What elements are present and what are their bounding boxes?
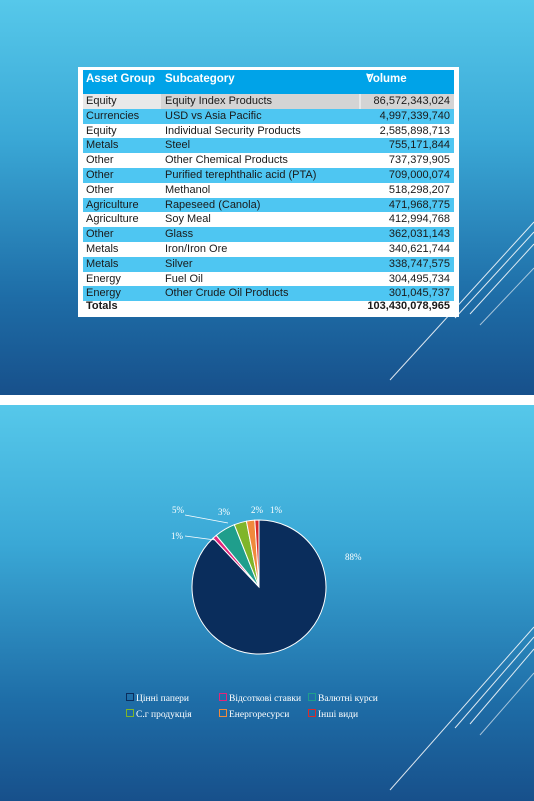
cell-asset-group: Other	[86, 168, 114, 181]
sort-desc-icon[interactable]: ▼	[366, 73, 373, 80]
volume-table: Asset Group Subcategory Volume ▼ Equity E…	[78, 67, 459, 317]
totals-label: Totals	[86, 300, 118, 312]
header-volume[interactable]: Volume	[366, 73, 407, 85]
table-row[interactable]: Energy Fuel Oil 304,495,734	[83, 272, 454, 287]
legend-swatch	[126, 709, 134, 717]
cell-asset-group: Energy	[86, 287, 121, 300]
cell-volume: 412,994,768	[388, 213, 450, 226]
cell-subcategory: Other Chemical Products	[165, 154, 288, 167]
pie-chart: 88% 1% 5% 3% 2% 1%	[171, 505, 362, 655]
cell-subcategory: Iron/Iron Ore	[165, 242, 228, 255]
cell-volume: 709,000,074	[388, 168, 450, 181]
decorative-lines	[389, 626, 534, 791]
cell-asset-group: Agriculture	[86, 213, 139, 226]
cell-volume: 340,621,744	[388, 242, 450, 255]
cell-volume: 755,171,844	[388, 139, 450, 152]
cell-subcategory: Purified terephthalic acid (PTA)	[165, 168, 317, 181]
pie-data-label: 88%	[345, 552, 362, 562]
table-body: Equity Equity Index Products 86,572,343,02…	[83, 94, 454, 302]
cell-subcategory: USD vs Asia Pacific	[165, 109, 262, 122]
table-header: Asset Group Subcategory Volume ▼	[83, 70, 454, 94]
legend-label: Енергоресурси	[229, 710, 290, 720]
legend-item[interactable]: Валютні курси	[308, 693, 378, 704]
table-row[interactable]: Currencies USD vs Asia Pacific 4,997,339,7…	[83, 108, 454, 124]
cell-asset-group: Other	[86, 228, 114, 241]
cell-volume: 338,747,575	[388, 257, 450, 270]
pie-data-label: 1%	[171, 531, 184, 541]
pie-data-label: 3%	[218, 507, 231, 517]
table-row[interactable]: Agriculture Rapeseed (Canola) 471,968,775	[83, 197, 454, 213]
legend-item[interactable]: Енергоресурси	[219, 709, 289, 720]
table-row[interactable]: Equity Equity Index Products 86,572,343,02…	[83, 94, 454, 109]
cell-volume: 737,379,905	[388, 154, 450, 167]
legend-swatch	[308, 693, 316, 701]
legend-item[interactable]: С.г продукція	[126, 709, 192, 720]
decorative-lines	[389, 221, 534, 381]
table-row[interactable]: Equity Individual Security Products 2,585,…	[83, 124, 454, 139]
legend-item[interactable]: Інші види	[308, 709, 358, 720]
cell-asset-group: Agriculture	[86, 198, 139, 211]
cell-subcategory: Glass	[165, 228, 194, 241]
cell-asset-group: Equity	[86, 95, 117, 107]
cell-asset-group: Other	[86, 154, 114, 167]
legend-label: Валютні курси	[318, 694, 378, 704]
legend-item[interactable]: Відсоткові ставки	[219, 693, 301, 704]
legend-label: Відсоткові ставки	[229, 694, 302, 704]
totals-volume: 103,430,078,965	[367, 300, 450, 312]
table-row[interactable]: Metals Silver 338,747,575	[83, 256, 454, 272]
table-row[interactable]: Other Other Chemical Products 737,379,905	[83, 153, 454, 168]
table-row[interactable]: Metals Iron/Iron Ore 340,621,744	[83, 242, 454, 257]
cell-volume: 4,997,339,740	[379, 109, 450, 122]
legend-item[interactable]: Цінні папери	[126, 693, 189, 704]
pie-slice[interactable]	[254, 519, 260, 588]
legend-label: Інші види	[318, 710, 359, 720]
table-totals-row: Totals 103,430,078,965	[83, 300, 454, 314]
cell-volume: 304,495,734	[388, 272, 450, 285]
cell-asset-group: Energy	[86, 272, 121, 285]
label-leader-line	[184, 535, 216, 541]
label-leader-line	[184, 514, 229, 524]
cell-subcategory: Steel	[165, 139, 191, 152]
cell-asset-group: Metals	[86, 242, 119, 255]
cell-asset-group: Equity	[86, 124, 117, 137]
cell-subcategory: Equity Index Products	[165, 95, 273, 107]
cell-subcategory: Individual Security Products	[165, 124, 301, 137]
cell-volume: 362,031,143	[388, 228, 450, 241]
table-row[interactable]: Other Purified terephthalic acid (PTA) 709…	[83, 167, 454, 183]
legend-label: Цінні папери	[136, 694, 189, 704]
pie-data-label: 1%	[270, 505, 283, 515]
table-row[interactable]: Other Glass 362,031,143	[83, 227, 454, 242]
legend-swatch	[219, 709, 227, 717]
cell-volume: 86,572,343,024	[373, 95, 450, 107]
legend-swatch	[308, 709, 316, 717]
cell-asset-group: Metals	[86, 257, 119, 270]
cell-volume: 518,298,207	[388, 183, 450, 196]
cell-asset-group: Currencies	[86, 109, 140, 122]
cell-subcategory: Other Crude Oil Products	[165, 287, 289, 300]
legend-swatch	[126, 693, 134, 701]
table-row[interactable]: Other Methanol 518,298,207	[83, 183, 454, 198]
cell-asset-group: Metals	[86, 139, 119, 152]
cell-subcategory: Silver	[165, 257, 193, 270]
header-subcategory[interactable]: Subcategory	[165, 73, 235, 85]
table-row[interactable]: Energy Other Crude Oil Products 301,045,73…	[83, 286, 454, 302]
header-asset-group[interactable]: Asset Group	[86, 73, 156, 85]
table-row[interactable]: Agriculture Soy Meal 412,994,768	[83, 212, 454, 227]
cell-subcategory: Rapeseed (Canola)	[165, 198, 261, 211]
pie-data-label: 2%	[251, 505, 264, 515]
table-row[interactable]: Metals Steel 755,171,844	[83, 138, 454, 154]
cell-subcategory: Methanol	[165, 183, 211, 196]
cell-volume: 2,585,898,713	[379, 124, 450, 137]
slide-table: Asset Group Subcategory Volume ▼ Equity E…	[0, 0, 534, 395]
cell-subcategory: Fuel Oil	[165, 272, 203, 285]
pie-data-label: 5%	[172, 505, 185, 515]
legend-swatch	[219, 693, 227, 701]
cell-volume: 301,045,737	[388, 287, 450, 300]
slide-pie-chart: 88% 1% 5% 3% 2% 1% Цінні папери Відсоткові ста…	[0, 405, 534, 801]
cell-subcategory: Soy Meal	[165, 213, 211, 226]
legend-label: С.г продукція	[136, 710, 192, 720]
cell-volume: 471,968,775	[388, 198, 450, 211]
cell-asset-group: Other	[86, 183, 114, 196]
